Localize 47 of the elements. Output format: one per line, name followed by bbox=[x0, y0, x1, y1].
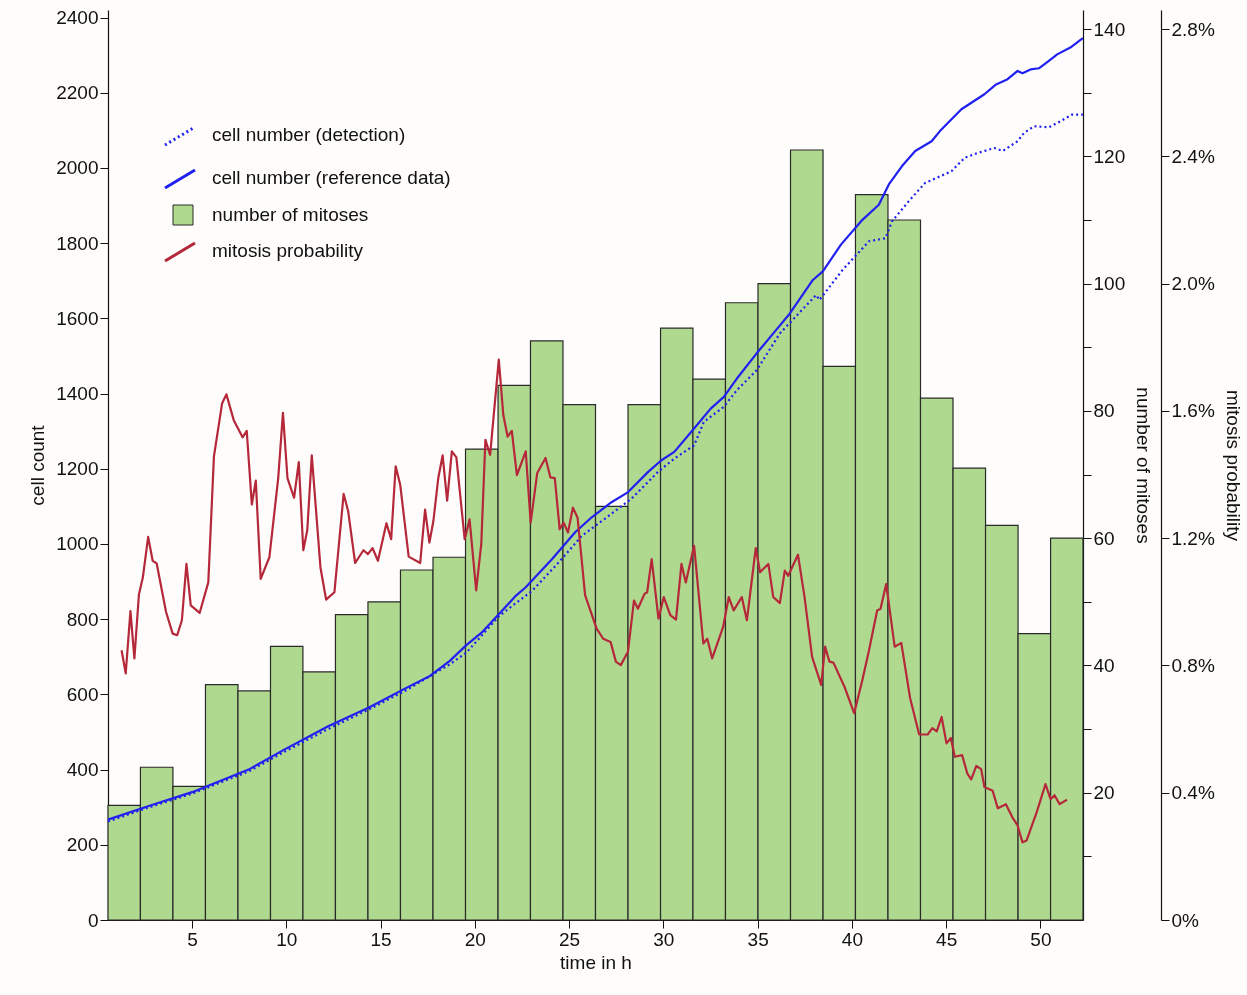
y3-tick-label: 0.4% bbox=[1171, 782, 1215, 804]
y-tick-label: 2000 bbox=[56, 157, 99, 179]
y2-axis-title: number of mitoses bbox=[1133, 387, 1155, 544]
x-tick-label: 50 bbox=[1030, 928, 1052, 950]
line-series bbox=[120, 358, 1069, 844]
y2-tick-label: 40 bbox=[1093, 654, 1115, 676]
legend-label: cell number (reference data) bbox=[212, 167, 451, 188]
x-tick-label: 15 bbox=[370, 928, 392, 950]
y-tick-label: 0 bbox=[87, 909, 99, 931]
y-axis-title: cell count bbox=[27, 424, 49, 506]
y3-tick-label: 0.8% bbox=[1171, 654, 1215, 676]
y2-tick-label: 100 bbox=[1093, 273, 1126, 295]
x-tick-label: 10 bbox=[276, 928, 298, 950]
legend-label: number of mitoses bbox=[212, 204, 369, 225]
legend-label: cell number (detection) bbox=[212, 124, 406, 145]
y3-axis-title: mitosis probability bbox=[1222, 390, 1244, 542]
x-tick-label: 20 bbox=[464, 928, 486, 950]
x-tick-label: 45 bbox=[936, 928, 958, 950]
x-tick-label: 5 bbox=[187, 928, 198, 950]
y3-tick-label: 2.0% bbox=[1171, 273, 1215, 295]
y2-tick-label: 140 bbox=[1093, 18, 1126, 40]
y3-tick-label: 1.6% bbox=[1171, 400, 1215, 422]
y-tick-label: 1400 bbox=[56, 383, 99, 405]
y-tick-label: 1000 bbox=[56, 533, 99, 555]
x-tick-label: 35 bbox=[747, 928, 769, 950]
x-tick-label: 25 bbox=[559, 928, 581, 950]
y2-tick-label: 60 bbox=[1093, 527, 1115, 549]
y3-tick-label: 0% bbox=[1171, 909, 1200, 931]
y3-tick-label: 2.4% bbox=[1171, 145, 1215, 167]
y3-tick-label: 2.8% bbox=[1171, 18, 1215, 40]
y-tick-label: 800 bbox=[66, 608, 99, 630]
legend-label: mitosis probability bbox=[212, 240, 364, 261]
y2-tick-label: 80 bbox=[1093, 400, 1115, 422]
x-tick-label: 30 bbox=[653, 928, 675, 950]
y3-tick-label: 1.2% bbox=[1171, 527, 1215, 549]
y-tick-label: 1800 bbox=[56, 232, 99, 254]
y-tick-label: 1200 bbox=[56, 458, 99, 480]
y-tick-label: 200 bbox=[66, 834, 99, 856]
x-tick-label: 40 bbox=[841, 928, 863, 950]
y-tick-label: 1600 bbox=[56, 307, 99, 329]
y-tick-label: 600 bbox=[66, 683, 99, 705]
y2-tick-label: 120 bbox=[1093, 145, 1126, 167]
y-tick-label: 2200 bbox=[56, 82, 99, 104]
y-tick-label: 2400 bbox=[56, 7, 99, 29]
x-axis-title: time in h bbox=[560, 951, 632, 973]
y2-tick-label: 20 bbox=[1093, 782, 1115, 804]
y-tick-label: 400 bbox=[66, 759, 99, 781]
